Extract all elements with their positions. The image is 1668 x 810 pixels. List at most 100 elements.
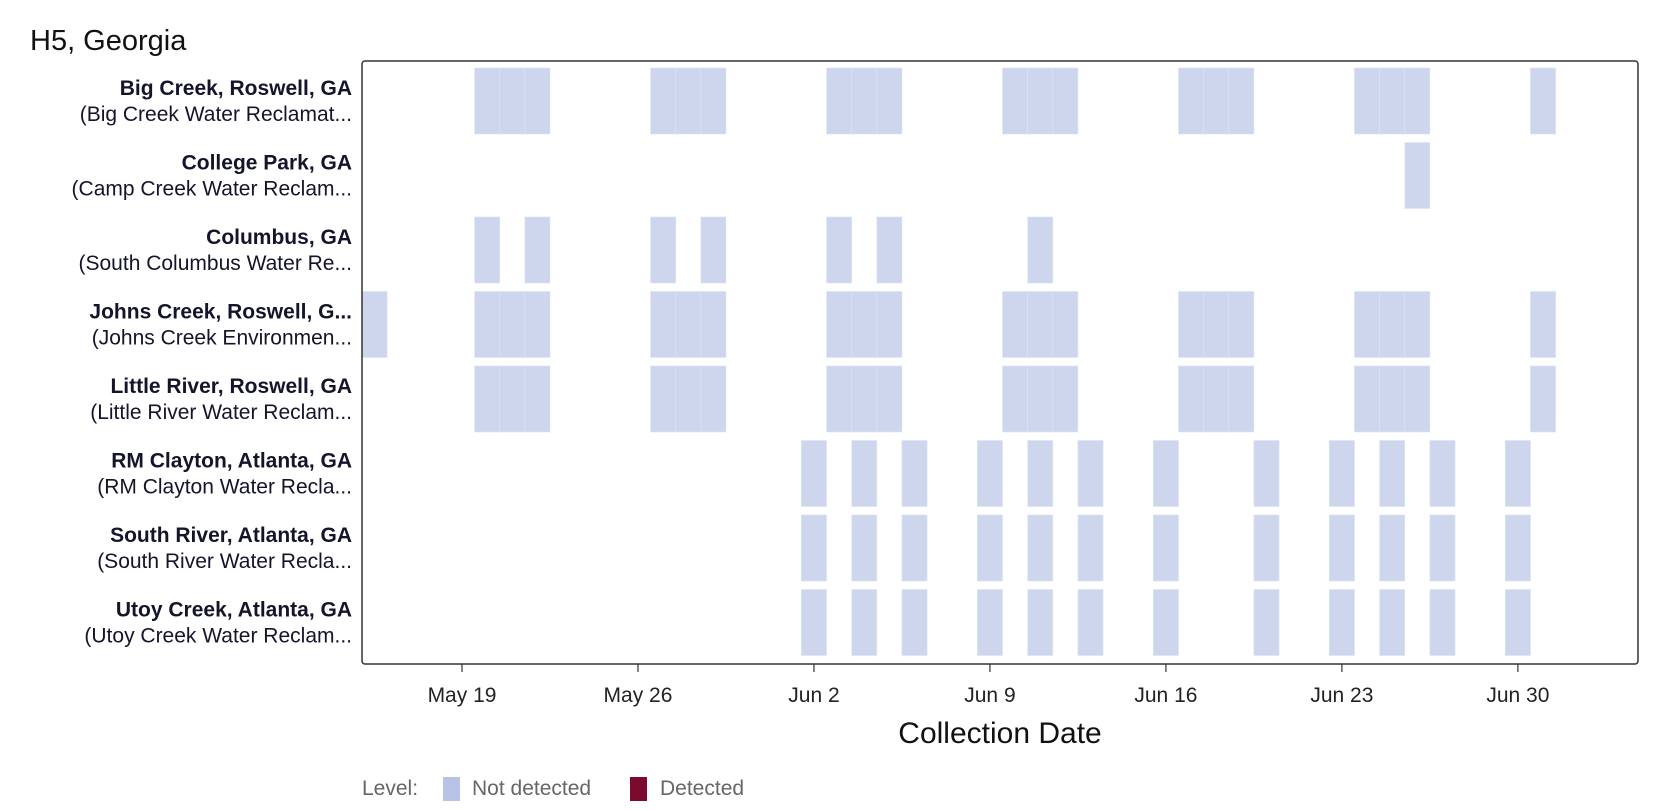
cell-row5-11 — [1505, 440, 1531, 507]
cell-row3-4 — [650, 291, 676, 358]
cell-row1-0 — [1404, 142, 1431, 209]
row-label-site-3: Johns Creek, Roswell, G... — [89, 301, 352, 324]
cell-row3-15 — [1228, 291, 1255, 358]
cell-row0-5 — [700, 67, 727, 135]
cell-row5-6 — [1153, 440, 1179, 507]
plot-area — [361, 67, 1556, 656]
cell-row3-1 — [474, 291, 501, 358]
legend-swatch-0 — [443, 777, 460, 801]
cell-row0-1 — [499, 67, 526, 135]
legend: Level: Not detected Detected — [362, 777, 744, 801]
cell-row4-8 — [876, 365, 903, 433]
row-label-plant-7: (Utoy Creek Water Reclam... — [84, 625, 352, 648]
cell-row4-16 — [1379, 365, 1406, 433]
cell-row7-2 — [901, 589, 928, 656]
row-label-site-1: College Park, GA — [182, 152, 352, 175]
cell-row3-19 — [1530, 291, 1556, 358]
cell-row3-3 — [524, 291, 551, 358]
cell-row6-4 — [1027, 514, 1054, 582]
cell-row3-5 — [675, 291, 702, 358]
cell-row0-11 — [1052, 67, 1079, 135]
cell-row4-10 — [1027, 365, 1054, 433]
cell-row0-13 — [1203, 67, 1230, 135]
cell-row4-7 — [851, 365, 878, 433]
cell-row5-2 — [901, 440, 928, 507]
cell-row5-3 — [977, 440, 1003, 507]
legend-swatch-1 — [630, 777, 647, 801]
cell-row6-2 — [901, 514, 928, 582]
cell-row0-2 — [524, 67, 551, 135]
cell-row0-7 — [851, 67, 878, 135]
x-tick-label-6: Jun 30 — [1486, 684, 1549, 707]
cell-row7-0 — [801, 589, 827, 656]
cell-row0-3 — [650, 67, 676, 135]
x-tick-label-3: Jun 9 — [964, 684, 1015, 707]
cell-row6-10 — [1429, 514, 1456, 582]
cell-row2-2 — [650, 216, 676, 284]
cell-row4-9 — [1002, 365, 1028, 433]
cell-row4-5 — [700, 365, 727, 433]
cell-row5-8 — [1329, 440, 1355, 507]
row-label-site-2: Columbus, GA — [206, 226, 352, 249]
cell-row4-6 — [826, 365, 852, 433]
cell-row4-17 — [1404, 365, 1431, 433]
row-label-site-0: Big Creek, Roswell, GA — [120, 77, 352, 100]
x-tick-label-2: Jun 2 — [788, 684, 839, 707]
cell-row4-15 — [1354, 365, 1380, 433]
cell-row7-6 — [1153, 589, 1179, 656]
cell-row0-12 — [1178, 67, 1204, 135]
cell-row6-6 — [1153, 514, 1179, 582]
cell-row3-6 — [700, 291, 727, 358]
cell-row2-4 — [826, 216, 852, 284]
cell-row6-8 — [1329, 514, 1355, 582]
cell-row5-10 — [1429, 440, 1456, 507]
cell-row7-7 — [1253, 589, 1280, 656]
cell-row3-11 — [1027, 291, 1054, 358]
cell-row2-1 — [524, 216, 551, 284]
cell-row3-9 — [876, 291, 903, 358]
cell-row4-18 — [1530, 365, 1556, 433]
cell-row7-8 — [1329, 589, 1355, 656]
cell-row4-2 — [524, 365, 551, 433]
cell-row0-17 — [1404, 67, 1431, 135]
cell-row3-10 — [1002, 291, 1028, 358]
cell-row0-8 — [876, 67, 903, 135]
cell-row5-1 — [851, 440, 878, 507]
cell-row5-4 — [1027, 440, 1054, 507]
cell-row3-14 — [1203, 291, 1230, 358]
cell-row7-11 — [1505, 589, 1531, 656]
cell-row3-0 — [361, 291, 388, 358]
cell-row4-13 — [1203, 365, 1230, 433]
row-label-plant-2: (South Columbus Water Re... — [79, 252, 353, 275]
row-label-site-7: Utoy Creek, Atlanta, GA — [116, 599, 352, 622]
cell-row6-5 — [1077, 514, 1104, 582]
legend-label-0: Not detected — [472, 777, 591, 800]
cell-row4-14 — [1228, 365, 1255, 433]
cell-row3-13 — [1178, 291, 1204, 358]
cell-row0-4 — [675, 67, 702, 135]
cell-row4-1 — [499, 365, 526, 433]
cell-row4-12 — [1178, 365, 1204, 433]
cell-row3-18 — [1404, 291, 1431, 358]
cell-row0-15 — [1354, 67, 1380, 135]
cell-row4-11 — [1052, 365, 1079, 433]
cell-row5-9 — [1379, 440, 1406, 507]
row-labels: Big Creek, Roswell, GA (Big Creek Water R… — [72, 77, 352, 648]
cell-row5-0 — [801, 440, 827, 507]
cell-row0-10 — [1027, 67, 1054, 135]
cell-row7-4 — [1027, 589, 1054, 656]
cell-row7-10 — [1429, 589, 1456, 656]
cell-row6-0 — [801, 514, 827, 582]
row-label-plant-6: (South River Water Recla... — [97, 550, 352, 573]
row-label-site-4: Little River, Roswell, GA — [110, 375, 352, 398]
cell-row3-12 — [1052, 291, 1079, 358]
cell-row2-6 — [1027, 216, 1054, 284]
legend-label-1: Detected — [660, 777, 744, 800]
cell-row3-7 — [826, 291, 852, 358]
cell-row6-9 — [1379, 514, 1406, 582]
cell-row2-5 — [876, 216, 903, 284]
cell-row0-16 — [1379, 67, 1406, 135]
cell-row0-9 — [1002, 67, 1028, 135]
cell-row6-11 — [1505, 514, 1531, 582]
